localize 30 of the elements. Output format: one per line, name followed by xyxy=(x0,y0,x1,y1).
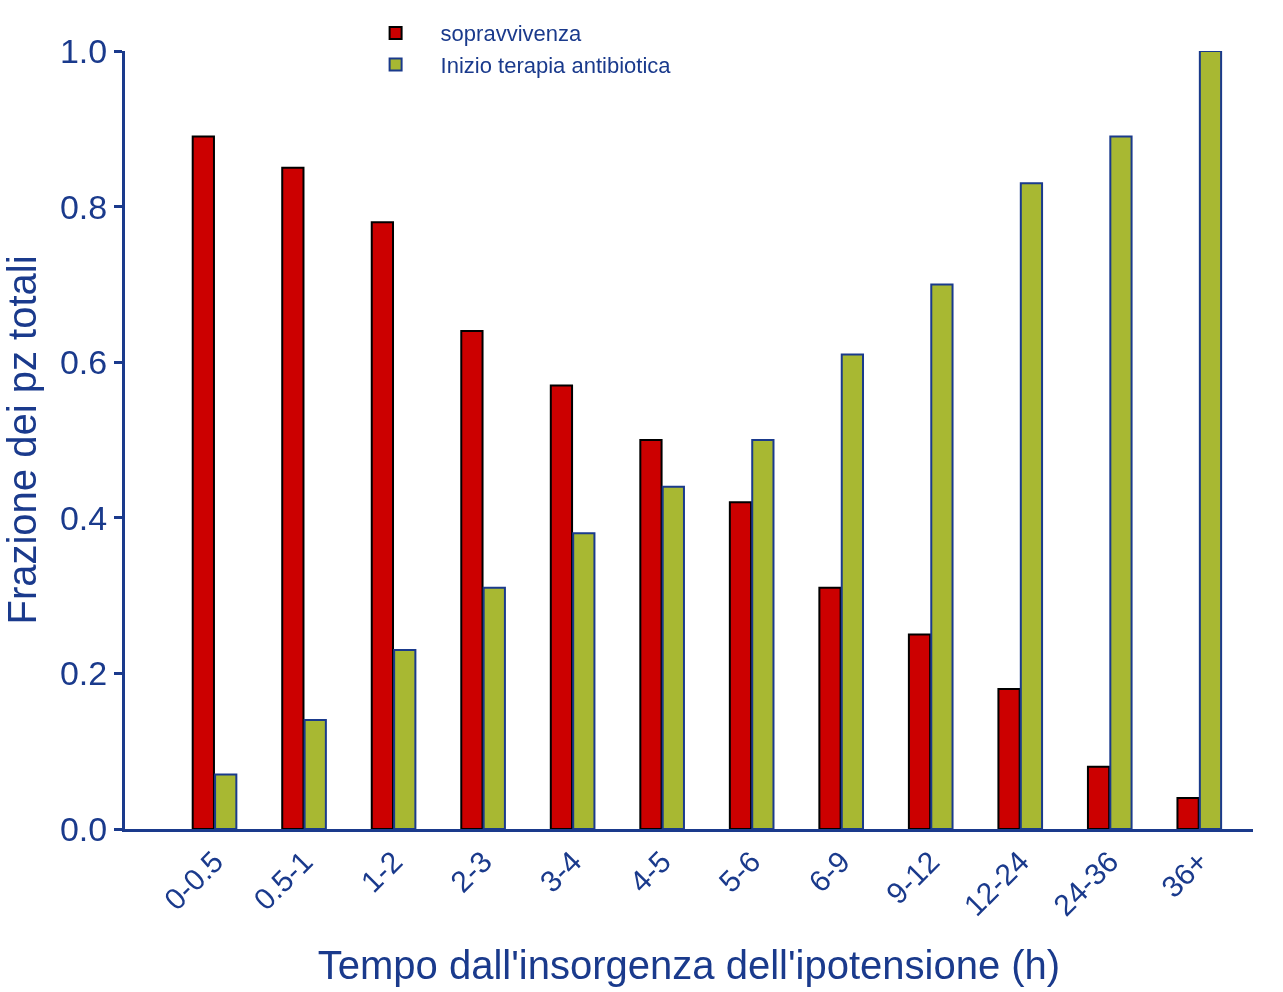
x-tick-label: 1-2 xyxy=(354,844,409,899)
y-axis-title: Frazione dei pz totali xyxy=(0,255,44,625)
bar xyxy=(728,501,753,829)
bar xyxy=(281,166,305,829)
x-tick-label: 36+ xyxy=(1154,844,1215,904)
bar xyxy=(460,330,484,829)
legend-label: sopravvivenza xyxy=(440,21,582,47)
bar xyxy=(549,384,574,829)
y-tick-label: 1.0 xyxy=(59,31,108,70)
y-tick-label: 0.4 xyxy=(59,498,108,537)
bar xyxy=(191,135,215,829)
x-axis-title: Tempo dall'insorgenza dell'ipotensione (h) xyxy=(317,942,1061,987)
bar xyxy=(997,687,1021,829)
y-tick-label: 0.6 xyxy=(59,343,108,382)
x-tick-label: 3-4 xyxy=(533,844,588,899)
bar xyxy=(1176,796,1200,829)
x-tick-label: 4-5 xyxy=(622,844,677,899)
y-tick-label: 0.2 xyxy=(59,654,108,693)
bar xyxy=(370,221,395,829)
x-tick-label: 9-12 xyxy=(879,844,946,911)
x-tick-label: 2-3 xyxy=(443,844,498,899)
x-tick-label: 6-9 xyxy=(802,844,857,899)
y-tick-label: 0.0 xyxy=(59,809,108,848)
bar xyxy=(639,439,663,829)
legend-label: Inizio terapia antibiotica xyxy=(440,53,672,79)
bar xyxy=(818,586,842,829)
bar xyxy=(1086,765,1111,829)
bar xyxy=(907,633,932,829)
y-tick-label: 0.8 xyxy=(59,187,108,226)
x-tick-label: 5-6 xyxy=(712,844,767,899)
